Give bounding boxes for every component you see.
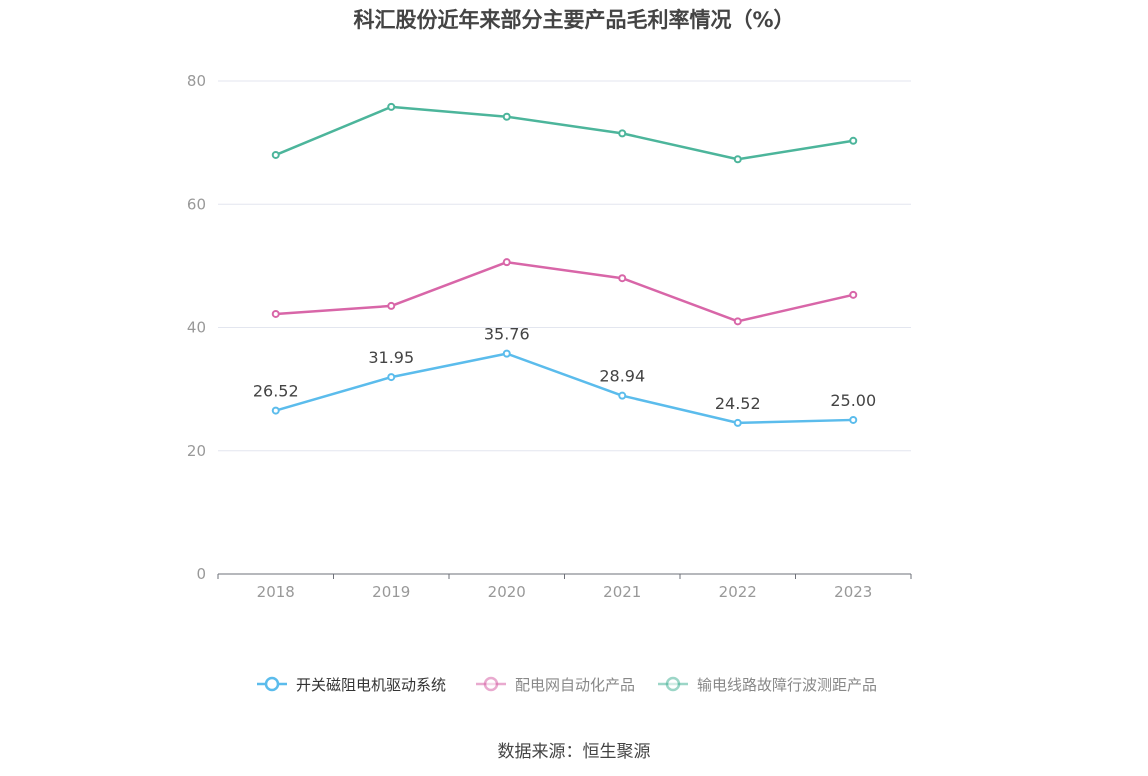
x-tick-label: 2023 <box>834 583 872 601</box>
legend-swatch-marker <box>483 676 499 692</box>
data-point[interactable] <box>733 418 742 427</box>
data-point[interactable] <box>849 415 858 424</box>
x-tick-label: 2020 <box>488 583 526 601</box>
data-point[interactable] <box>502 349 511 358</box>
data-point[interactable] <box>733 317 742 326</box>
legend-item[interactable]: 输电线路故障行波测距产品 <box>658 676 877 694</box>
y-tick-label: 40 <box>187 319 206 337</box>
data-point[interactable] <box>733 155 742 164</box>
x-tick-label: 2022 <box>719 583 757 601</box>
data-label: 28.94 <box>599 367 645 386</box>
data-point[interactable] <box>618 391 627 400</box>
y-tick-label: 0 <box>196 565 206 583</box>
data-point[interactable] <box>271 150 280 159</box>
legend-label: 开关磁阻电机驱动系统 <box>296 676 446 694</box>
data-point[interactable] <box>502 258 511 267</box>
data-label: 25.00 <box>830 391 876 410</box>
x-tick-label: 2018 <box>257 583 295 601</box>
series-line <box>275 105 854 161</box>
data-label: 31.95 <box>368 348 414 367</box>
series-line <box>275 260 854 323</box>
legend-label: 输电线路故障行波测距产品 <box>697 676 877 694</box>
series-layer <box>271 102 858 427</box>
data-point[interactable] <box>271 406 280 415</box>
data-labels: 26.52 31.95 35.76 28.94 24.52 25.00 <box>253 325 876 413</box>
legend-swatch-marker <box>665 676 681 692</box>
data-point[interactable] <box>387 301 396 310</box>
legend: 开关磁阻电机驱动系统 配电网自动化产品 输电线路故障行波测距产品 <box>257 676 877 694</box>
y-tick-label: 20 <box>187 442 206 460</box>
x-tick-label: 2019 <box>372 583 410 601</box>
legend-item[interactable]: 开关磁阻电机驱动系统 <box>257 676 446 694</box>
data-label: 24.52 <box>715 394 761 413</box>
data-point[interactable] <box>618 274 627 283</box>
data-point[interactable] <box>618 129 627 138</box>
y-tick-label: 60 <box>187 195 206 213</box>
data-point[interactable] <box>271 309 280 318</box>
data-label: 26.52 <box>253 382 299 401</box>
legend-swatch-marker <box>264 676 280 692</box>
data-point[interactable] <box>502 112 511 121</box>
series-line <box>275 352 854 425</box>
data-point[interactable] <box>387 373 396 382</box>
legend-label: 配电网自动化产品 <box>515 676 635 694</box>
data-point[interactable] <box>849 136 858 145</box>
data-point[interactable] <box>849 290 858 299</box>
x-axis: 2018 2019 2020 2021 2022 2023 <box>217 573 912 601</box>
data-point[interactable] <box>387 102 396 111</box>
y-tick-label: 80 <box>187 72 206 90</box>
gridlines <box>218 80 911 452</box>
x-tick-label: 2021 <box>603 583 641 601</box>
chart-title: 科汇股份近年来部分主要产品毛利率情况（%） <box>353 8 795 32</box>
legend-item[interactable]: 配电网自动化产品 <box>476 676 635 694</box>
data-label: 35.76 <box>484 325 530 344</box>
y-axis: 0 20 40 60 80 <box>187 72 206 583</box>
data-source: 数据来源：恒生聚源 <box>497 742 651 762</box>
